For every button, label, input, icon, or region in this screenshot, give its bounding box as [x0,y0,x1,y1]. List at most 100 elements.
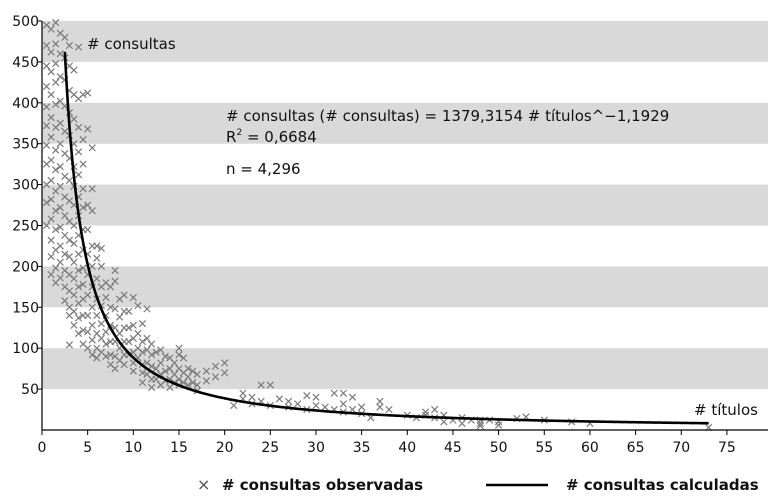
data-point [42,141,51,149]
y-tick-label: 200 [12,259,39,275]
y-tick-label: 350 [12,137,39,153]
data-point [47,252,55,261]
data-point [88,185,96,193]
equation-annotation: # consultas (# consultas) = 1379,3154 # … [226,107,669,125]
data-point [84,311,92,320]
data-point [74,123,83,131]
y-tick-label: 100 [12,341,39,357]
data-point [88,144,96,152]
data-point [56,72,64,81]
data-point [120,360,128,369]
data-point [189,367,197,375]
y-tick-label: 250 [12,219,39,235]
data-point [193,370,201,379]
data-point [175,375,183,383]
data-point [339,400,347,408]
x-tick-label: 70 [672,440,690,456]
data-point [143,305,151,313]
data-point [88,351,96,359]
data-point [47,133,55,141]
x-tick-label: 55 [535,440,553,456]
data-point [248,393,256,401]
data-point [221,369,229,377]
data-point [47,90,55,99]
r2-prefix: R [226,128,236,146]
x-tick-label: 45 [444,440,462,456]
data-point [52,225,60,234]
grid-band [42,266,768,308]
data-point [74,266,83,275]
data-point [494,421,503,429]
data-point [115,329,124,338]
y-tick-label: 450 [12,55,39,71]
data-point [84,328,92,336]
data-point [70,221,78,230]
data-point [47,48,55,56]
data-point [440,418,448,426]
grid-band [42,184,768,226]
data-point [294,400,302,408]
data-point [303,392,311,400]
y-axis-label: # consultas [87,35,176,53]
data-point [129,321,137,329]
data-point [70,66,78,74]
data-point [97,320,105,328]
data-point [88,262,96,271]
data-point [184,365,192,373]
data-point [376,403,384,411]
data-point [65,341,74,349]
data-point [421,408,430,416]
x-tick-label: 5 [83,440,92,456]
data-point [88,303,96,311]
data-point [129,293,137,302]
grid-bands [42,21,768,390]
data-point [47,195,55,203]
data-point [93,354,101,362]
data-point [312,401,320,410]
data-point [42,221,51,230]
data-point [348,405,357,414]
data-point [42,82,51,91]
data-point [74,329,83,338]
data-point [179,354,188,362]
data-point [52,78,60,86]
x-tick-label: 35 [353,440,371,456]
data-point [125,324,133,332]
data-point [74,171,83,179]
data-point [330,389,338,397]
data-point [56,119,64,127]
data-point [166,365,174,373]
grid-band [42,102,768,144]
y-tick-label: 150 [12,300,39,316]
grid-band [42,21,768,62]
data-point [70,321,78,329]
data-point [138,320,147,328]
data-point [476,422,484,430]
data-point [138,369,147,377]
data-point [97,262,105,271]
x-tick-label: 20 [216,440,234,456]
data-point [52,146,60,154]
data-point [138,348,147,356]
data-point [321,403,329,411]
data-point [65,176,74,185]
data-point [175,344,183,352]
data-point [357,403,366,411]
r2-superscript: 2 [236,128,242,138]
data-point [230,401,238,410]
data-point [97,334,105,343]
data-point [266,381,274,389]
data-point [56,274,64,282]
data-point [239,389,247,397]
data-point [88,207,96,215]
legend-label-calculated: # consultas calculadas [566,476,759,494]
data-point [134,329,142,338]
data-point [47,25,55,33]
data-point [93,311,101,320]
n-annotation: n = 4,296 [226,160,301,178]
data-point [175,351,183,359]
data-point [74,283,83,291]
data-point [42,62,51,70]
data-point [102,352,110,361]
y-tick-label: 300 [12,178,39,194]
